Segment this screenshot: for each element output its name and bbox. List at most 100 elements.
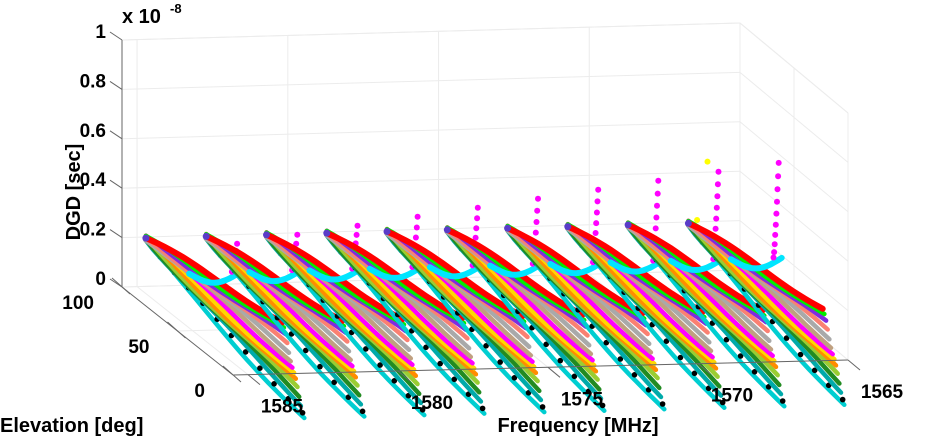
series-point	[242, 349, 249, 355]
fan-group	[323, 213, 487, 416]
series-curve	[625, 221, 766, 314]
fan-group	[564, 177, 727, 410]
series-point	[779, 398, 786, 404]
fan-start-point	[684, 219, 692, 227]
x-tick-mark	[847, 359, 861, 371]
magenta-rise-point	[770, 254, 777, 261]
series-point	[571, 373, 578, 380]
series-point	[839, 396, 846, 403]
series-point	[497, 359, 504, 365]
x-tick-label: 1565	[861, 382, 904, 403]
magenta-rise-point	[652, 225, 659, 232]
series-point	[631, 372, 638, 378]
series-point	[659, 401, 666, 407]
series-curve	[686, 218, 829, 323]
cyan-arc-series	[487, 261, 544, 278]
series-point	[419, 407, 426, 413]
z-tick-label: 0.2	[80, 220, 106, 241]
x-tick-mark	[697, 363, 711, 375]
z-tick-label: 0	[95, 269, 106, 290]
series-point	[543, 341, 549, 348]
z-tick-mark	[109, 130, 123, 140]
fan-group	[202, 231, 367, 419]
series-point	[511, 375, 518, 381]
fan-start-point	[202, 232, 210, 240]
z-tick-label: 0.6	[80, 121, 106, 142]
series-curve	[323, 230, 466, 321]
fan-start-point	[443, 226, 451, 234]
magenta-rise-point	[714, 181, 721, 188]
y-tick-mark	[167, 321, 186, 339]
grid-layer	[121, 22, 849, 376]
series-point	[391, 378, 398, 384]
series-point	[811, 367, 818, 374]
magenta-rise-point	[773, 210, 780, 217]
magenta-rise-point	[535, 195, 541, 202]
label-layer: x 10 -8 DGD [sec] Frequency [MHz] Elevat…	[0, 1, 904, 437]
magenta-rise-point	[774, 186, 781, 193]
magenta-rise-point	[413, 224, 420, 231]
fan-group	[504, 186, 667, 412]
series-curve	[445, 225, 589, 329]
magenta-rise-point	[533, 219, 540, 225]
z-tick-label: 0.4	[80, 170, 107, 191]
series-curve	[263, 231, 406, 323]
cyan-arc-series	[727, 254, 785, 272]
series-point	[303, 347, 309, 354]
yellow-outlier-point	[704, 158, 711, 165]
magenta-rise-point	[713, 215, 720, 222]
magenta-rise-point	[653, 214, 660, 221]
magenta-rise-point	[715, 168, 722, 175]
magenta-rise-point	[594, 198, 601, 205]
y-tick-mark	[222, 365, 242, 383]
cyan-arc-series	[667, 256, 725, 274]
magenta-rise-point	[774, 198, 780, 205]
fan-start-point	[624, 221, 632, 229]
data-layer	[142, 158, 847, 421]
back-wall-z-gridline	[121, 220, 741, 239]
y-tick-label: 0	[194, 381, 205, 402]
magenta-rise-point	[472, 234, 479, 241]
z-tick-label: 0.8	[80, 71, 106, 92]
box-top-side-edge	[739, 22, 849, 114]
x-tick-label: 1570	[711, 386, 753, 407]
box-top-back-edge	[121, 22, 741, 41]
series-point	[363, 346, 369, 352]
x-tick-mark	[547, 366, 561, 378]
series-curve	[203, 233, 346, 324]
magenta-rise-point	[474, 204, 481, 211]
cyan-arc-series	[547, 259, 605, 277]
series-curve	[565, 222, 709, 326]
series-point	[539, 404, 546, 410]
back-wall-z-gridline	[121, 71, 741, 90]
series-point	[331, 379, 338, 386]
fan-group	[684, 159, 847, 408]
series-curve	[504, 225, 646, 317]
fan-group	[263, 222, 427, 418]
series-point	[557, 357, 564, 364]
magenta-rise-point	[414, 213, 421, 220]
y-tick-label: 50	[128, 337, 149, 358]
magenta-rise-point	[354, 222, 361, 229]
fan-start-point	[564, 223, 572, 231]
fan-group	[142, 233, 307, 421]
magenta-rise-point	[772, 221, 779, 228]
axis-layer	[109, 31, 861, 386]
magenta-rise-point	[712, 225, 719, 232]
fan-start-point	[142, 234, 150, 242]
x-tick-label: 1585	[261, 397, 304, 418]
magenta-rise-point	[474, 215, 481, 222]
series-point	[617, 356, 624, 362]
series-curve	[384, 228, 526, 320]
back-wall-z-gridline	[121, 121, 741, 140]
z-tick-mark	[109, 80, 123, 90]
series-point	[663, 338, 670, 345]
magenta-rise-point	[775, 173, 782, 180]
series-point	[677, 354, 684, 361]
series-point	[599, 402, 606, 409]
series-curve	[324, 228, 468, 332]
magenta-rise-point	[714, 193, 721, 200]
magenta-rise-point	[713, 204, 720, 211]
magenta-rise-point	[593, 209, 600, 216]
